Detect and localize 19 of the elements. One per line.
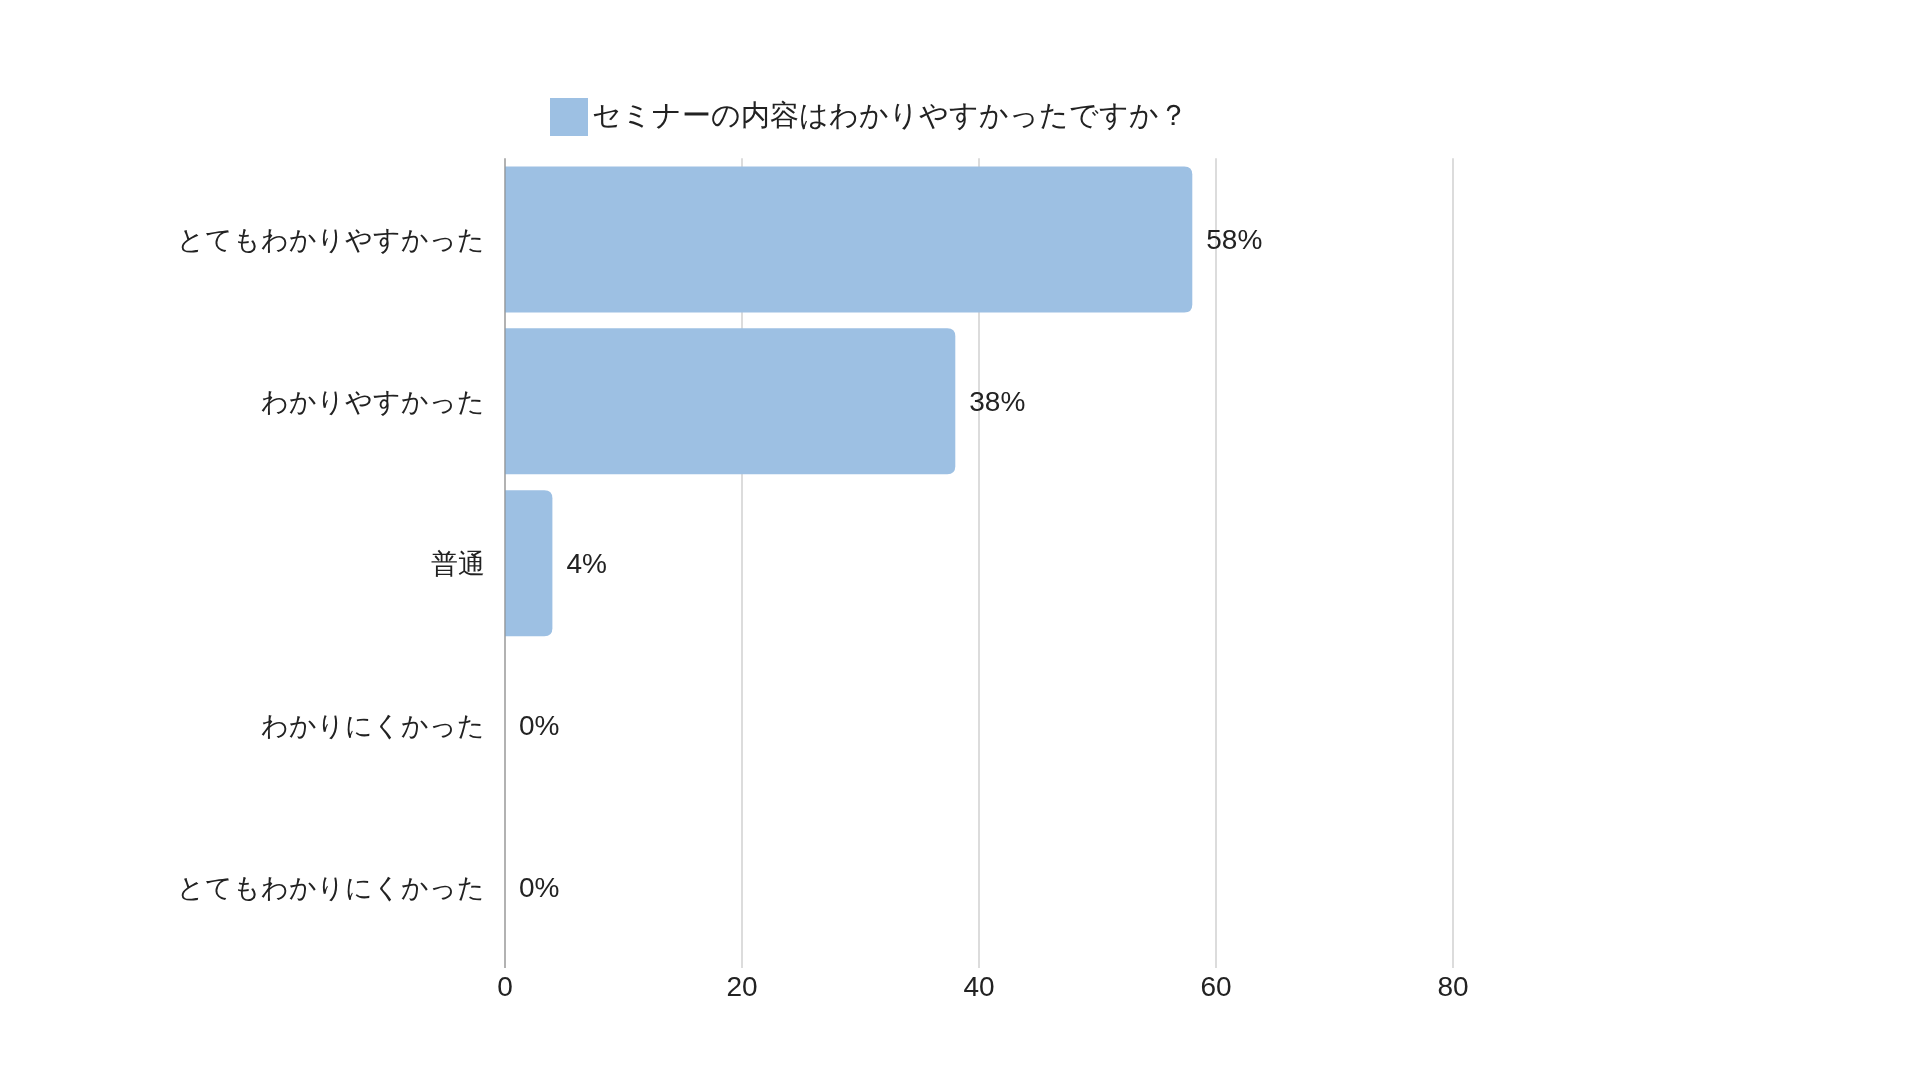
data-label: 0% <box>519 871 560 903</box>
legend-label: セミナーの内容はわかりやすかったですか？ <box>592 99 1188 131</box>
y-tick-label: とてもわかりやすかった <box>177 224 485 255</box>
x-tick-label: 40 <box>963 970 995 1002</box>
y-tick-label: とてもわかりにくかった <box>177 872 485 903</box>
x-tick-label: 60 <box>1200 970 1232 1002</box>
bar <box>505 166 1193 313</box>
x-tick-label: 80 <box>1437 970 1469 1002</box>
data-label: 38% <box>969 385 1026 417</box>
x-tick-label: 0 <box>497 970 513 1002</box>
bar <box>505 328 956 475</box>
y-tick-label: 普通 <box>431 548 485 579</box>
y-tick-label: わかりにくかった <box>261 710 485 741</box>
data-label: 58% <box>1206 223 1263 255</box>
y-tick-label: わかりやすかった <box>261 386 485 417</box>
data-label: 4% <box>566 547 607 579</box>
data-label: 0% <box>519 709 560 741</box>
x-tick-label: 20 <box>726 970 758 1002</box>
bar <box>505 490 553 637</box>
